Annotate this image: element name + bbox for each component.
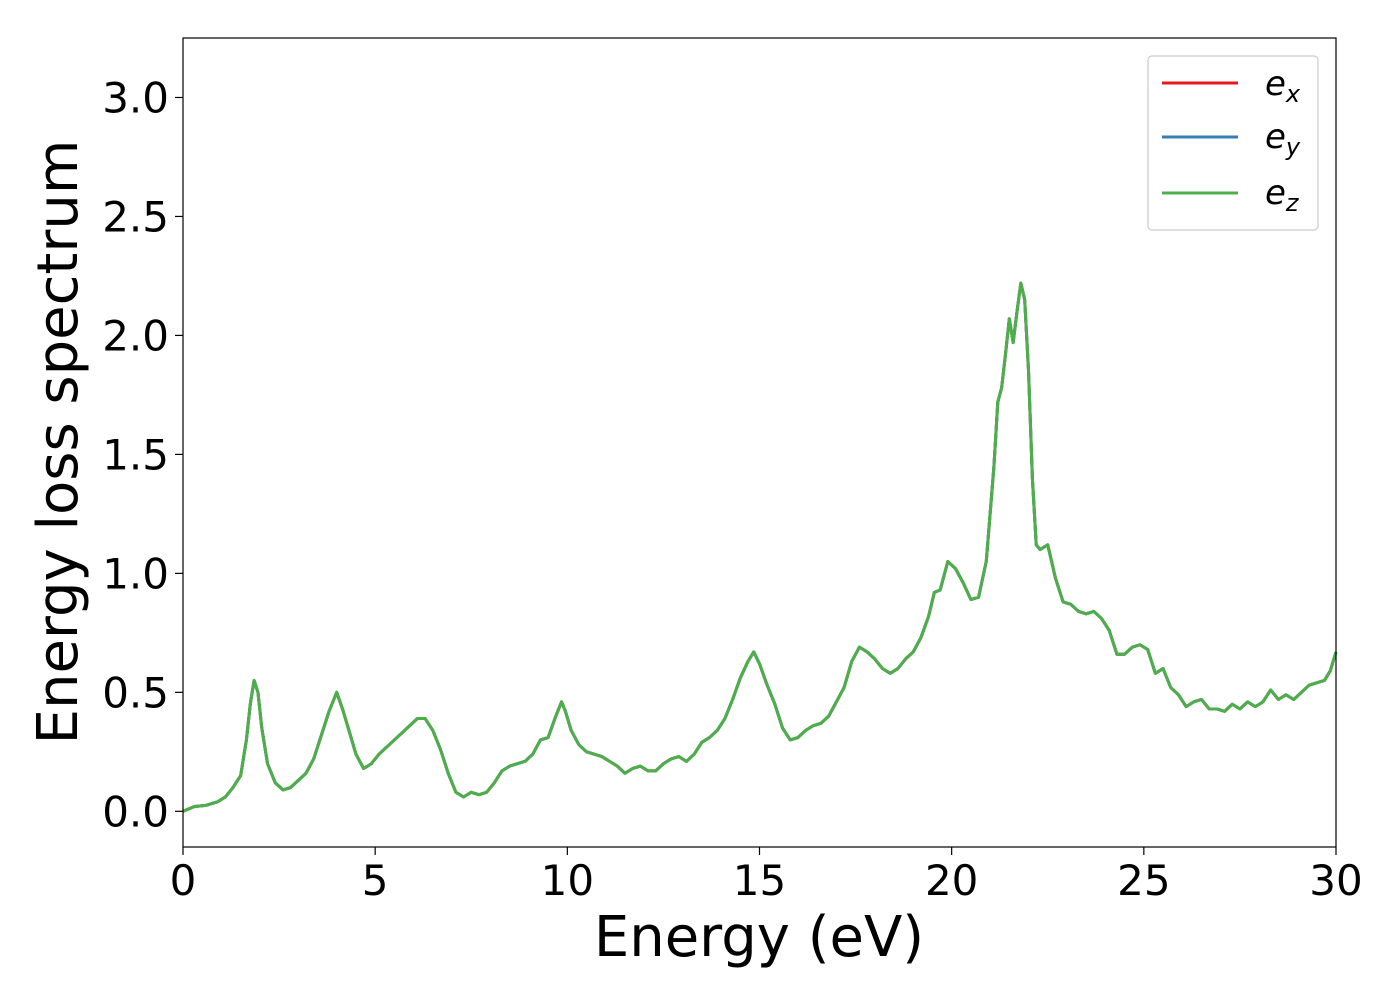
legend-item-ex: ex (1162, 64, 1301, 108)
x-tick-label: 10 (541, 856, 594, 905)
series-line-ey (182, 281, 1338, 813)
y-tick-label: 0.0 (102, 787, 169, 836)
y-tick-label: 2.5 (102, 192, 169, 241)
series-line-ez (182, 281, 1338, 813)
legend-label-ey: ey (1265, 117, 1301, 161)
x-tick-label: 25 (1117, 856, 1170, 905)
legend-label-ex: ex (1265, 64, 1301, 108)
legend-item-ey: ey (1162, 117, 1301, 161)
y-tick-label: 1.5 (102, 430, 169, 479)
y-axis-title: Energy loss spectrum (26, 140, 91, 745)
legend: ex ey ez (1147, 55, 1319, 231)
legend-item-ez: ez (1162, 173, 1300, 217)
x-tick-label: 0 (170, 856, 197, 905)
x-tick-label: 5 (362, 856, 389, 905)
y-tick-label: 0.5 (102, 668, 169, 717)
series-line-ex (182, 281, 1338, 813)
x-axis-title: Energy (eV) (594, 905, 924, 970)
y-tick-label: 3.0 (102, 73, 169, 122)
plot-lines (182, 281, 1338, 813)
x-tick-label: 30 (1309, 856, 1362, 905)
x-tick-label: 20 (925, 856, 978, 905)
legend-label-ez: ez (1265, 173, 1300, 217)
y-tick-label: 1.0 (102, 549, 169, 598)
y-axis: 0.0 0.5 1.0 1.5 2.0 2.5 3.0 (102, 73, 183, 836)
x-axis: 0 5 10 15 20 25 30 (170, 847, 1363, 905)
x-tick-label: 15 (733, 856, 786, 905)
y-tick-label: 2.0 (102, 311, 169, 360)
legend-box (1147, 55, 1319, 231)
